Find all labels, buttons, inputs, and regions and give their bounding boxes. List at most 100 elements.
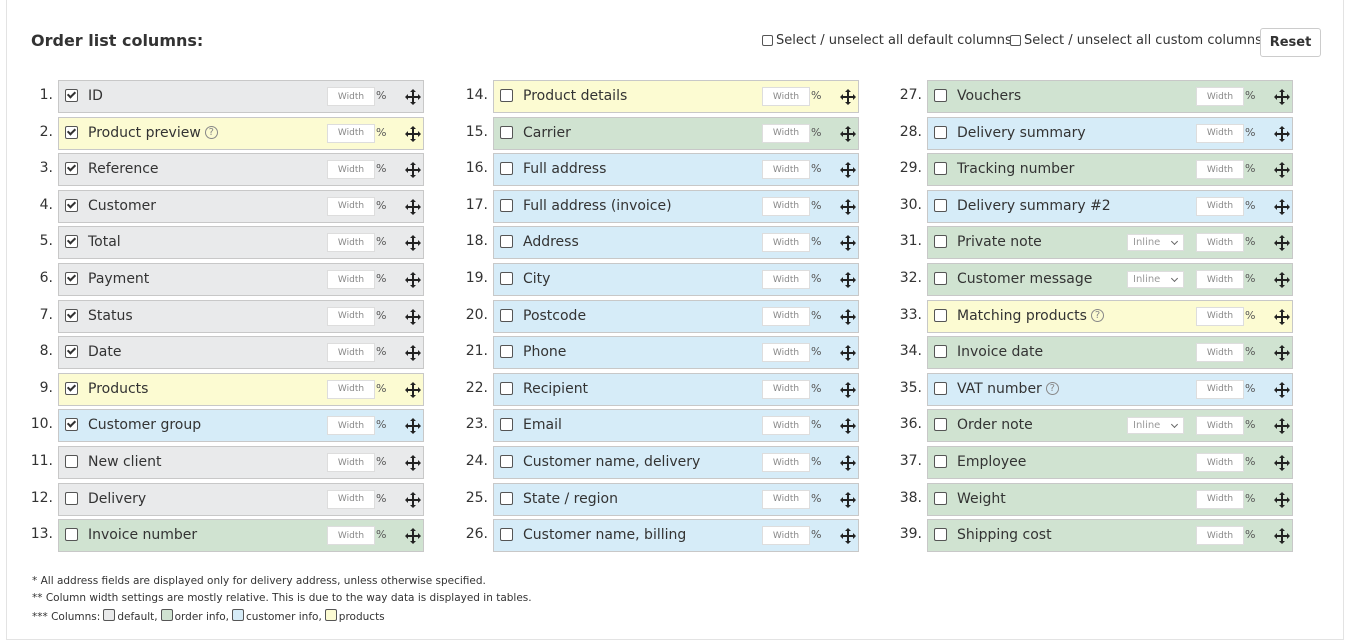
move-handle[interactable]: [404, 381, 422, 403]
width-input[interactable]: Width: [762, 526, 810, 546]
checkbox[interactable]: [500, 528, 513, 542]
inline-select[interactable]: Inline: [1127, 417, 1184, 435]
width-input[interactable]: Width: [327, 233, 375, 253]
width-input[interactable]: Width: [762, 416, 810, 436]
select-default[interactable]: Select / unselect all default columns: [762, 33, 1012, 48]
width-input[interactable]: Width: [762, 196, 810, 216]
width-input[interactable]: Width: [1196, 343, 1244, 363]
move-handle[interactable]: [404, 271, 422, 293]
move-handle[interactable]: [1273, 88, 1291, 110]
checkbox[interactable]: [500, 345, 513, 359]
width-input[interactable]: Width: [1196, 379, 1244, 399]
help-icon[interactable]: ?: [1090, 309, 1104, 323]
width-input[interactable]: Width: [762, 233, 810, 253]
checkbox[interactable]: [65, 125, 78, 139]
checkbox[interactable]: [65, 235, 78, 249]
checkbox[interactable]: [934, 272, 947, 285]
width-input[interactable]: Width: [762, 453, 810, 472]
checkbox[interactable]: [500, 198, 513, 212]
width-input[interactable]: Width: [327, 123, 375, 143]
width-input[interactable]: Width: [1196, 233, 1244, 253]
move-handle[interactable]: [404, 417, 422, 439]
checkbox[interactable]: [500, 125, 513, 139]
checkbox[interactable]: [500, 491, 513, 505]
reset-button[interactable]: Reset: [1260, 28, 1321, 57]
checkbox[interactable]: [500, 272, 513, 285]
move-handle[interactable]: [1273, 161, 1291, 183]
checkbox[interactable]: [934, 308, 947, 322]
move-handle[interactable]: [404, 125, 422, 147]
checkbox[interactable]: [65, 198, 78, 212]
width-input[interactable]: Width: [327, 306, 375, 326]
move-handle[interactable]: [839, 527, 857, 549]
checkbox[interactable]: [934, 528, 947, 542]
width-input[interactable]: Width: [1196, 87, 1244, 106]
checkbox[interactable]: [65, 162, 78, 176]
checkbox[interactable]: [65, 345, 78, 359]
move-handle[interactable]: [839, 344, 857, 366]
inline-select[interactable]: Inline: [1127, 234, 1184, 252]
checkbox[interactable]: [500, 235, 513, 249]
checkbox[interactable]: [1010, 35, 1021, 46]
checkbox[interactable]: [934, 345, 947, 359]
move-handle[interactable]: [404, 88, 422, 110]
move-handle[interactable]: [404, 161, 422, 183]
width-input[interactable]: Width: [762, 489, 810, 509]
width-input[interactable]: Width: [327, 416, 375, 436]
width-input[interactable]: Width: [1196, 196, 1244, 216]
width-input[interactable]: Width: [327, 196, 375, 216]
width-input[interactable]: Width: [1196, 160, 1244, 180]
move-handle[interactable]: [839, 491, 857, 513]
width-input[interactable]: Width: [762, 87, 810, 106]
width-input[interactable]: Width: [327, 160, 375, 180]
move-handle[interactable]: [404, 527, 422, 549]
move-handle[interactable]: [839, 417, 857, 439]
move-handle[interactable]: [404, 344, 422, 366]
width-input[interactable]: Width: [327, 526, 375, 546]
move-handle[interactable]: [1273, 271, 1291, 293]
checkbox[interactable]: [65, 455, 78, 468]
width-input[interactable]: Width: [1196, 453, 1244, 472]
move-handle[interactable]: [839, 454, 857, 476]
move-handle[interactable]: [839, 308, 857, 330]
checkbox[interactable]: [934, 491, 947, 505]
checkbox[interactable]: [65, 528, 78, 542]
help-icon[interactable]: ?: [204, 126, 218, 140]
checkbox[interactable]: [934, 125, 947, 139]
move-handle[interactable]: [1273, 344, 1291, 366]
width-input[interactable]: Width: [327, 453, 375, 472]
move-handle[interactable]: [404, 234, 422, 256]
checkbox[interactable]: [500, 89, 513, 102]
move-handle[interactable]: [1273, 417, 1291, 439]
move-handle[interactable]: [404, 198, 422, 220]
checkbox[interactable]: [934, 198, 947, 212]
width-input[interactable]: Width: [1196, 270, 1244, 289]
help-icon[interactable]: ?: [1045, 382, 1059, 396]
select-custom[interactable]: Select / unselect all custom columns: [1010, 33, 1262, 48]
checkbox[interactable]: [500, 455, 513, 468]
width-input[interactable]: Width: [327, 343, 375, 363]
checkbox[interactable]: [65, 418, 78, 432]
move-handle[interactable]: [1273, 234, 1291, 256]
width-input[interactable]: Width: [762, 270, 810, 289]
move-handle[interactable]: [1273, 454, 1291, 476]
move-handle[interactable]: [1273, 125, 1291, 147]
move-handle[interactable]: [404, 454, 422, 476]
move-handle[interactable]: [839, 161, 857, 183]
move-handle[interactable]: [839, 234, 857, 256]
move-handle[interactable]: [839, 125, 857, 147]
width-input[interactable]: Width: [762, 306, 810, 326]
width-input[interactable]: Width: [1196, 416, 1244, 436]
checkbox[interactable]: [934, 418, 947, 432]
move-handle[interactable]: [1273, 381, 1291, 403]
checkbox[interactable]: [934, 162, 947, 176]
width-input[interactable]: Width: [327, 270, 375, 289]
checkbox[interactable]: [65, 381, 78, 395]
move-handle[interactable]: [1273, 527, 1291, 549]
width-input[interactable]: Width: [327, 489, 375, 509]
checkbox[interactable]: [762, 35, 773, 46]
width-input[interactable]: Width: [1196, 306, 1244, 326]
move-handle[interactable]: [404, 308, 422, 330]
move-handle[interactable]: [1273, 491, 1291, 513]
move-handle[interactable]: [1273, 198, 1291, 220]
